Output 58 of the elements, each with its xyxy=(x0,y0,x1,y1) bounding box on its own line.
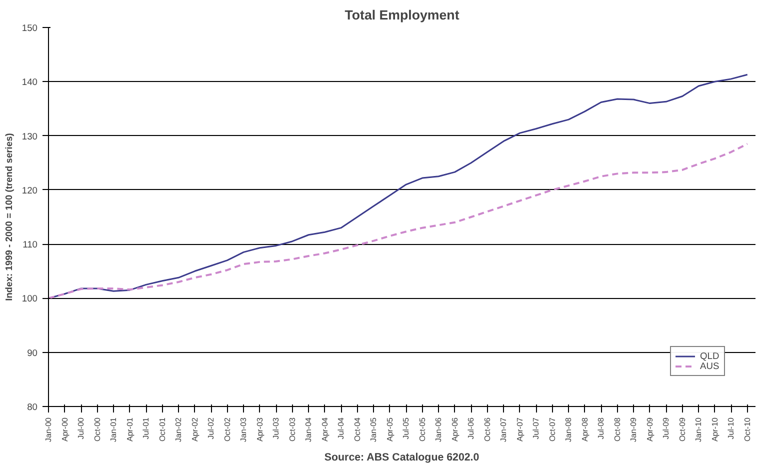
x-tick-label: Jul-02 xyxy=(206,416,216,440)
x-tick-label: Jul-10 xyxy=(726,416,736,440)
x-tick-label: Apr-07 xyxy=(515,416,524,442)
x-tick-label: Jan-10 xyxy=(694,416,704,442)
x-tick-label: Jan-02 xyxy=(174,416,184,442)
line-series xyxy=(48,142,748,300)
x-tick-label: Jan-00 xyxy=(44,416,53,442)
x-tick-label: Oct-04 xyxy=(352,416,362,442)
x-tick-label: Apr-06 xyxy=(450,416,460,442)
x-tick-label: Jan-09 xyxy=(629,416,638,442)
y-tick-label: 100 xyxy=(22,294,38,304)
x-tick-label: Apr-02 xyxy=(190,416,200,442)
x-tick-label: Apr-08 xyxy=(580,416,590,442)
x-tick-label: Jul-09 xyxy=(662,416,671,440)
x-tick-label: Jan-06 xyxy=(434,416,444,442)
x-tick-label: Oct-06 xyxy=(482,416,492,442)
y-axis-title: Index: 1999 - 2000 = 100 (trend series) xyxy=(4,133,14,301)
x-tick-label: Oct-09 xyxy=(678,416,687,442)
x-tick-label: Jan-08 xyxy=(564,416,574,442)
x-tick-label: Apr-00 xyxy=(60,416,70,442)
x-tick-label: Jul-05 xyxy=(402,416,411,440)
x-tick-label: Oct-08 xyxy=(612,416,622,442)
x-tick-label: Jan-04 xyxy=(304,416,314,442)
y-tick-label: 120 xyxy=(22,185,38,196)
x-tick-label: Apr-04 xyxy=(320,416,330,442)
x-tick-label: Apr-01 xyxy=(125,416,134,442)
x-tick-label: Jul-04 xyxy=(336,416,346,440)
x-tick-label: Oct-07 xyxy=(548,416,557,442)
x-tick-label: Jan-01 xyxy=(109,416,118,442)
x-tick-label: Apr-05 xyxy=(385,416,394,442)
x-tick-label: Jul-06 xyxy=(466,416,476,440)
legend-label: AUS xyxy=(700,361,720,371)
y-tick-label: 80 xyxy=(27,402,38,412)
x-tick-label: Jul-08 xyxy=(596,416,606,440)
x-tick-label: Oct-00 xyxy=(92,416,102,442)
x-tick-label: Apr-10 xyxy=(710,416,720,442)
source-note: Source: ABS Catalogue 6202.0 xyxy=(324,452,480,464)
x-tick-label: Oct-02 xyxy=(222,416,232,442)
x-tick-label: Jan-07 xyxy=(499,416,508,442)
x-tick-label: Oct-03 xyxy=(288,416,297,442)
y-tick-label: 130 xyxy=(22,131,38,142)
x-tick-label: Jul-07 xyxy=(532,416,541,440)
x-tick-label: Jul-03 xyxy=(272,416,281,440)
x-tick-label: Oct-10 xyxy=(742,416,752,442)
x-tick-label: Apr-09 xyxy=(645,416,654,442)
chart-title: Total Employment xyxy=(344,8,460,22)
x-tick-label: Jul-01 xyxy=(142,416,151,440)
x-tick-label: Jul-00 xyxy=(76,416,86,440)
legend-label: QLD xyxy=(700,351,720,361)
x-tick-label: Oct-05 xyxy=(418,416,427,442)
x-tick-label: Oct-01 xyxy=(158,416,167,442)
y-tick-label: 90 xyxy=(27,348,38,358)
y-tick-label: 140 xyxy=(22,77,38,88)
x-tick-label: Jan-05 xyxy=(369,416,378,442)
x-tick-label: Apr-03 xyxy=(255,416,264,442)
y-tick-label: 110 xyxy=(22,240,38,250)
y-tick-label: 150 xyxy=(22,23,38,33)
x-tick-label: Jan-03 xyxy=(239,416,248,442)
